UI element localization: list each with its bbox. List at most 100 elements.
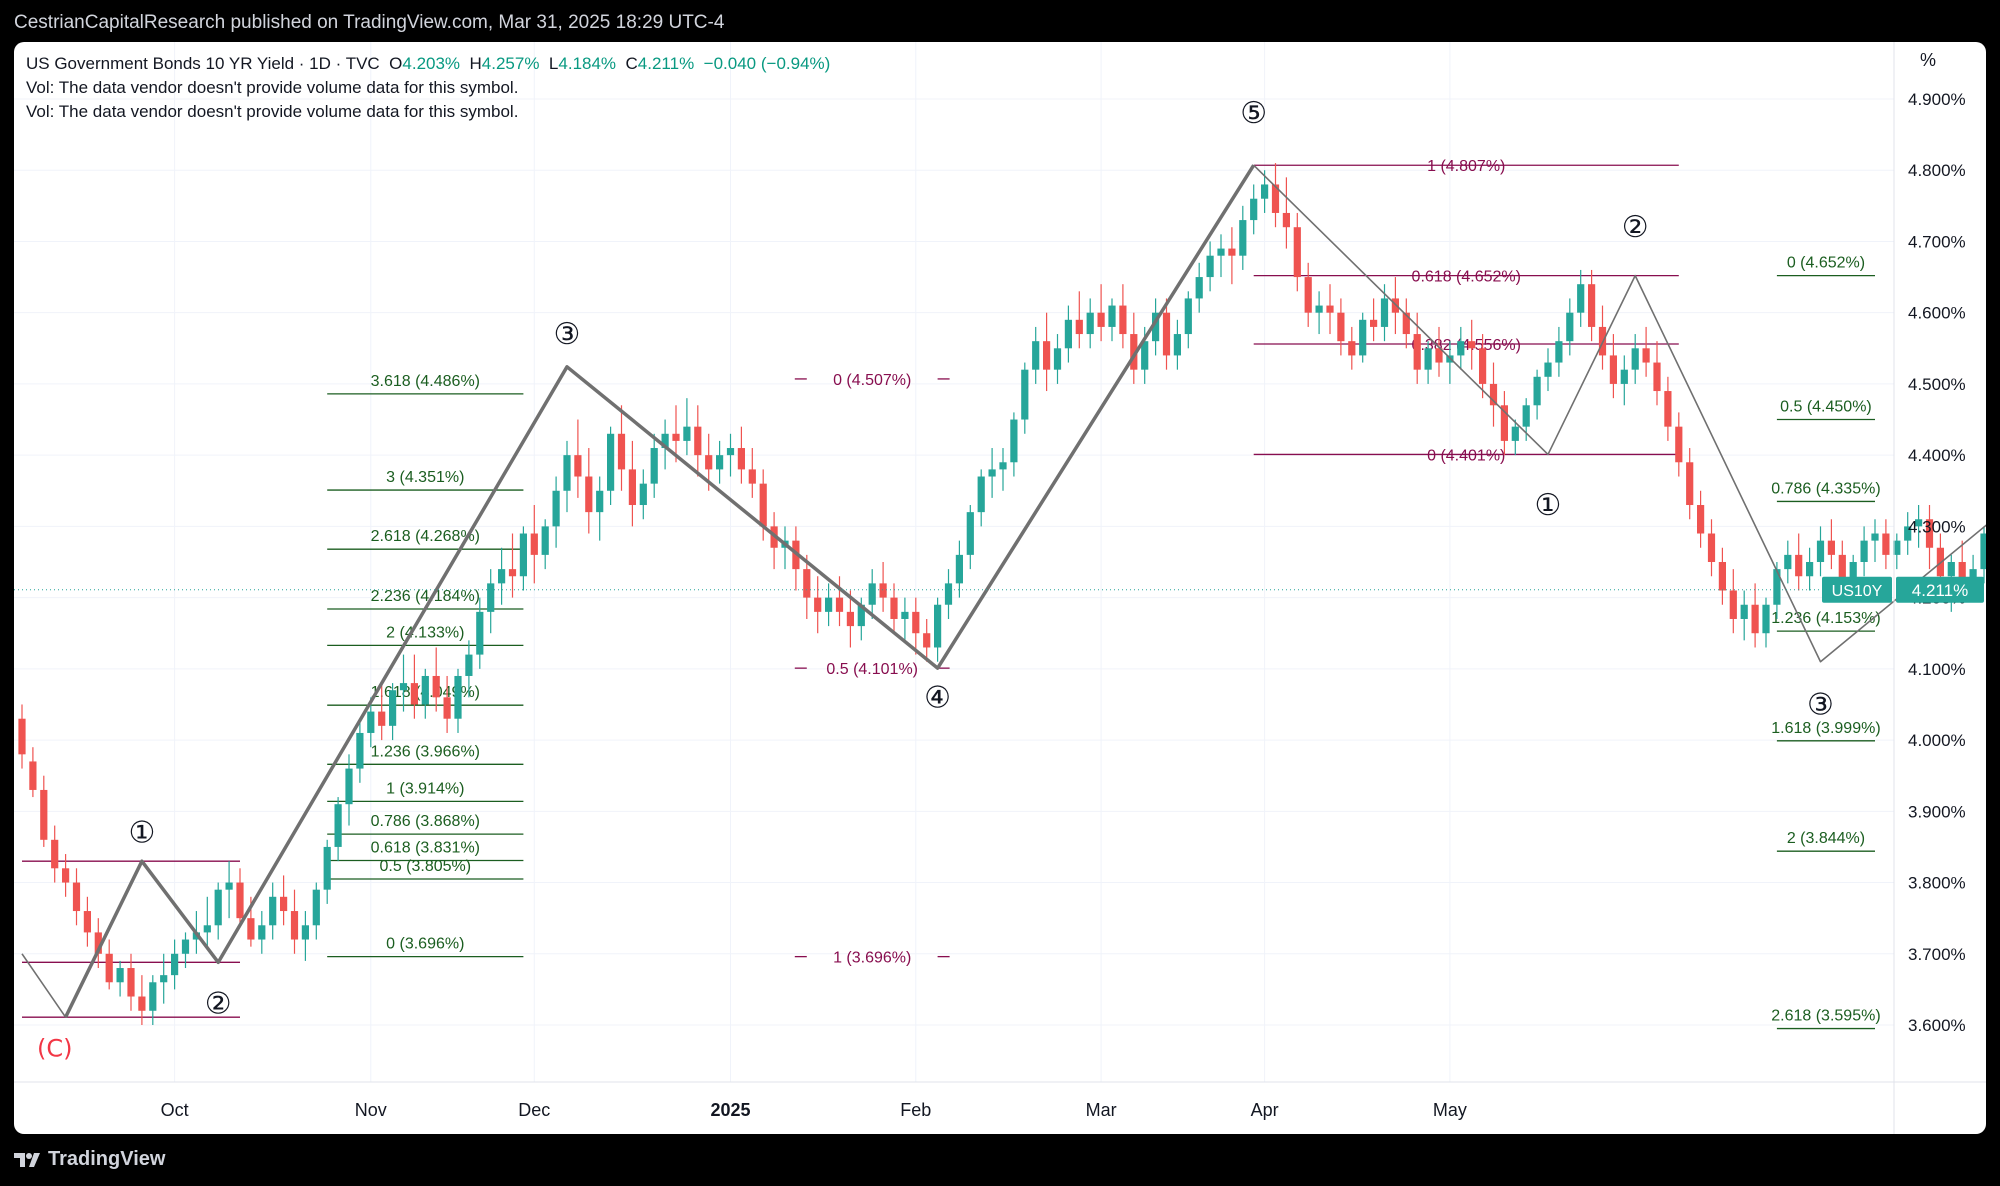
candle-body (1871, 533, 1879, 541)
open-label: O (389, 54, 403, 73)
candle-body (596, 490, 604, 513)
candle-body (1762, 604, 1770, 634)
y-tick-label: 3.600% (1908, 1016, 1966, 1035)
candle-body (432, 675, 440, 698)
candle-body (127, 968, 135, 997)
fib-label: 1.236 (3.966%) (371, 743, 480, 760)
fib-label: 2.618 (3.595%) (1771, 1008, 1880, 1025)
candle-body (857, 604, 865, 627)
candle-body (1882, 533, 1890, 555)
symbol-badge: US10Y (1832, 583, 1883, 600)
symbol-legend[interactable]: US Government Bonds 10 YR Yield · 1D · T… (26, 52, 830, 124)
candle-body (1468, 341, 1476, 349)
y-tick-label: 4.700% (1908, 232, 1966, 251)
candle-body (1304, 277, 1312, 313)
candle-body (1075, 319, 1083, 335)
candle-body (1816, 540, 1825, 562)
candle-body (290, 911, 299, 940)
candle-body (1261, 184, 1269, 199)
low-label: L (548, 54, 559, 73)
candle-body (1217, 248, 1225, 256)
candle-body (1969, 569, 1977, 584)
candle-body (737, 448, 745, 470)
y-tick-label: 3.800% (1908, 874, 1966, 893)
publish-attribution: CestrianCapitalResearch published on Tra… (14, 12, 725, 33)
volume-note-1: Vol: The data vendor doesn't provide vol… (26, 78, 519, 97)
candle-body (72, 882, 81, 912)
candle-body (160, 975, 168, 983)
candle-body (1544, 362, 1552, 377)
volume-note-2: Vol: The data vendor doesn't provide vol… (26, 102, 519, 121)
candle-body (1511, 426, 1519, 441)
candle-body (868, 583, 876, 605)
candle-body (1021, 369, 1029, 420)
candle-body (1664, 391, 1672, 427)
candle-body (389, 690, 397, 726)
candle-body (1282, 212, 1290, 228)
candle-body (890, 597, 898, 619)
candle-body (83, 911, 91, 933)
candle-body (1925, 519, 1934, 548)
y-tick-label: 4.400% (1908, 446, 1966, 465)
candle-body (203, 925, 211, 933)
candle-body (1653, 362, 1661, 392)
fib-label: 0.618 (3.831%) (371, 839, 480, 856)
fib-label: 0 (3.696%) (386, 936, 464, 953)
candle-body (367, 711, 375, 733)
wave-label: (C) (37, 1034, 72, 1062)
candle-body (705, 455, 713, 470)
candle-body (1784, 554, 1792, 570)
fib-label: 2 (3.844%) (1787, 830, 1865, 847)
tradingview-logo[interactable]: TradingView (14, 1148, 165, 1171)
candle-body (1413, 334, 1421, 370)
candle-body (1457, 341, 1465, 356)
candle-body (498, 569, 506, 584)
candle-body (1435, 348, 1443, 363)
candle-body (955, 554, 963, 584)
ohlc-line: US Government Bonds 10 YR Yield · 1D · T… (26, 52, 830, 76)
candle-body (988, 469, 996, 477)
candle-body (1424, 348, 1432, 370)
wave-path (64, 164, 1256, 1018)
candle-body (1838, 554, 1846, 584)
wave-path (21, 953, 67, 1018)
candle-body (280, 896, 288, 912)
y-tick-label: 4.100% (1908, 660, 1966, 679)
candle-body (1980, 533, 1986, 570)
candle-body (1119, 305, 1127, 335)
wave-label: ④ (924, 680, 951, 715)
symbol-title[interactable]: US Government Bonds 10 YR Yield · 1D · T… (26, 54, 380, 73)
candle-body (1860, 540, 1868, 562)
candle-body (999, 462, 1007, 470)
candle-body (934, 604, 942, 648)
wave-path (1253, 164, 1986, 663)
candle-body (541, 526, 549, 555)
candle-body (1500, 405, 1508, 441)
candle-body (62, 868, 70, 883)
tradingview-logo-text: TradingView (48, 1148, 166, 1170)
x-tick-label: Mar (1086, 1100, 1117, 1120)
candle-body (225, 882, 233, 890)
x-tick-label: Nov (355, 1100, 387, 1120)
price-chart[interactable]: 1 (4.807%)0.618 (4.652%)0.382 (4.556%)0 … (14, 42, 1986, 1134)
candle-body (1370, 319, 1378, 327)
candle-body (269, 896, 277, 926)
candle-body (901, 611, 909, 619)
change-value: −0.040 (−0.94%) (703, 54, 831, 73)
fib-label: 0.5 (3.805%) (379, 858, 471, 875)
candle-body (1533, 376, 1541, 406)
fib-label: 1 (4.807%) (1427, 158, 1505, 175)
y-tick-label: 4.000% (1908, 731, 1966, 750)
chart-card[interactable]: 1 (4.807%) 0.618 (4.652%) 0.382 (4.556%) 0 … (14, 42, 1986, 1134)
candle-body (1849, 562, 1857, 584)
close-value: 4.211% (637, 54, 695, 73)
x-tick-label: 2025 (710, 1100, 750, 1120)
candle-body (1315, 305, 1323, 313)
x-tick-label: Apr (1251, 1100, 1279, 1120)
candle-body (345, 768, 353, 805)
candle-body (1686, 462, 1694, 506)
candle-body (803, 569, 811, 598)
candle-body (1402, 312, 1410, 335)
candle-body (1195, 277, 1203, 299)
candle-body (1620, 369, 1628, 384)
